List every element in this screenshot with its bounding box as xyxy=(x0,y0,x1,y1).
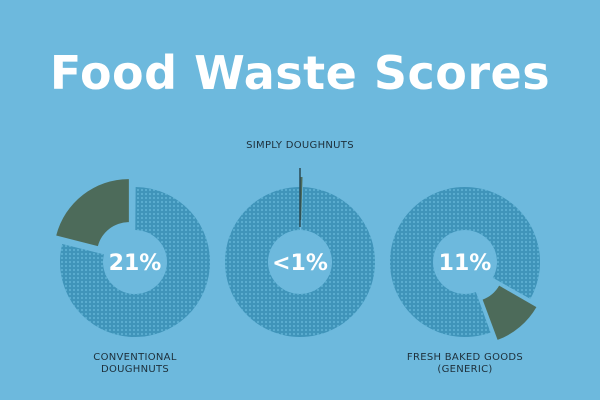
category-label: SIMPLY DOUGHNUTS xyxy=(246,140,354,151)
donut-slice xyxy=(482,285,537,340)
donut-texture xyxy=(225,187,376,337)
chart-title: Food Waste Scores xyxy=(49,46,551,100)
category-label: FRESH BAKED GOODS (GENERIC) xyxy=(406,352,524,375)
value-label: 11% xyxy=(439,251,492,276)
donut-texture xyxy=(390,187,540,337)
donut-slice xyxy=(56,179,129,247)
donut-texture xyxy=(59,187,210,338)
value-label: 21% xyxy=(109,251,162,276)
value-label: <1% xyxy=(272,251,328,276)
category-label: CONVENTIONAL DOUGHNUTS xyxy=(93,352,177,375)
